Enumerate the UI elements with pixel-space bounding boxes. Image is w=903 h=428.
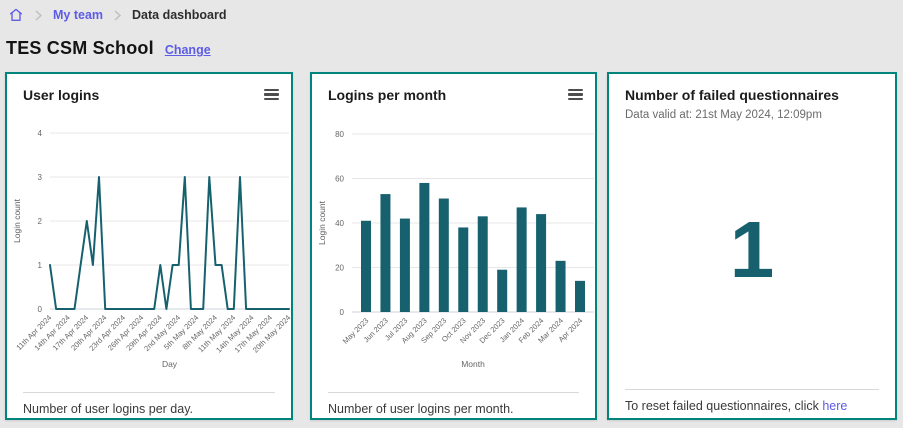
card-user-logins: User logins 0 1 2 3 4 Login count Day 11th Apr … xyxy=(5,72,293,420)
svg-text:0: 0 xyxy=(340,308,345,317)
svg-text:4: 4 xyxy=(38,129,43,138)
chart-title-logins-per-month: Logins per month xyxy=(328,87,447,103)
chart-title-user-logins: User logins xyxy=(23,87,100,103)
svg-text:1: 1 xyxy=(38,261,43,270)
svg-text:Login count: Login count xyxy=(317,200,327,245)
breadcrumb-current: Data dashboard xyxy=(132,8,227,22)
svg-text:Day: Day xyxy=(162,359,178,369)
hamburger-menu-icon xyxy=(264,89,279,92)
failed-questionnaires-count: 1 xyxy=(729,205,775,294)
svg-text:0: 0 xyxy=(38,305,43,314)
failed-questionnaires-title: Number of failed questionnaires xyxy=(625,87,839,103)
breadcrumb: My team Data dashboard xyxy=(8,7,227,23)
svg-text:20: 20 xyxy=(335,263,344,272)
title-row: TES CSM School Change xyxy=(6,38,211,59)
chevron-right-icon xyxy=(35,9,42,21)
svg-text:3: 3 xyxy=(38,173,43,182)
reset-here-link[interactable]: here xyxy=(822,399,848,413)
svg-text:Login count: Login count xyxy=(12,198,22,243)
card-logins-per-month: Logins per month 0 20 40 60 80 Login count Mon… xyxy=(310,72,597,420)
svg-text:60: 60 xyxy=(335,174,344,183)
chart-menu-button[interactable] xyxy=(264,89,279,100)
data-valid-timestamp: Data valid at: 21st May 2024, 12:09pm xyxy=(625,109,822,121)
reset-footer-text: To reset failed questionnaires, click xyxy=(625,399,823,413)
change-school-link[interactable]: Change xyxy=(164,43,211,57)
chart-menu-button[interactable] xyxy=(568,89,583,100)
chevron-right-icon xyxy=(114,9,122,21)
svg-text:40: 40 xyxy=(335,219,344,228)
hamburger-menu-icon xyxy=(568,89,583,92)
svg-text:2: 2 xyxy=(38,217,43,226)
home-icon xyxy=(10,8,22,21)
card-failed-questionnaires: Number of failed questionnaires Data val… xyxy=(607,72,897,420)
home-link[interactable] xyxy=(8,7,24,23)
svg-text:80: 80 xyxy=(335,130,344,139)
breadcrumb-link-my-team[interactable]: My team xyxy=(53,8,104,22)
chart-caption: Number of user logins per month. xyxy=(328,392,579,416)
chart-caption: Number of user logins per day. xyxy=(23,392,275,416)
page-title: TES CSM School xyxy=(6,38,154,58)
svg-text:Month: Month xyxy=(461,359,485,369)
reset-footer: To reset failed questionnaires, click he… xyxy=(625,389,879,413)
